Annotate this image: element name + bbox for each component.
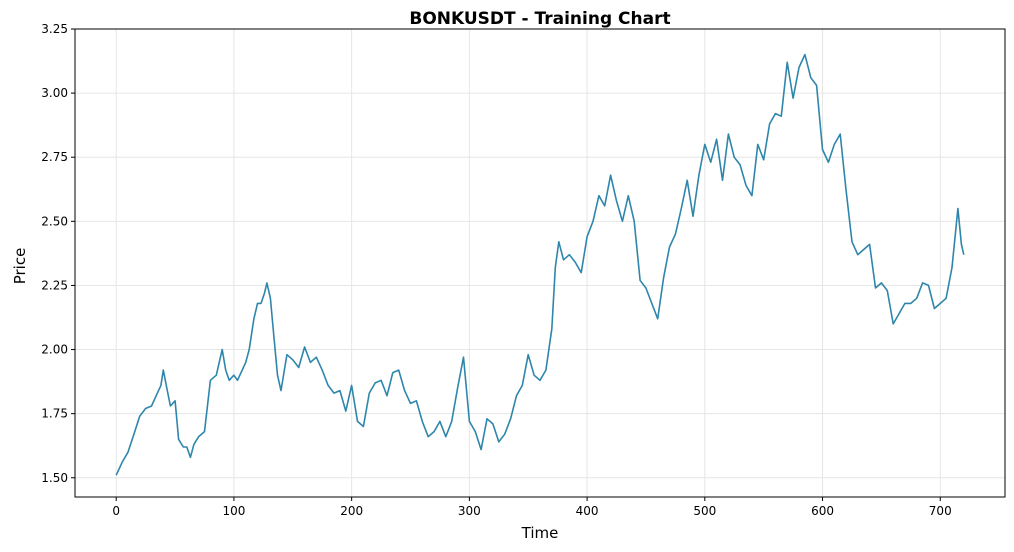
- x-tick-label: 200: [340, 504, 363, 518]
- x-tick-label: 100: [222, 504, 245, 518]
- x-tick-label: 500: [693, 504, 716, 518]
- y-axis: 1.50 1.75 2.00 2.25 2.50 2.75 3.00 3.25: [41, 22, 75, 485]
- y-tick-label: 2.00: [41, 343, 68, 357]
- y-tick-label: 3.00: [41, 86, 68, 100]
- y-tick-label: 1.50: [41, 471, 68, 485]
- x-tick-label: 300: [458, 504, 481, 518]
- price-series-line: [115, 53, 965, 476]
- y-tick-label: 2.50: [41, 214, 68, 228]
- x-tick-label: 400: [576, 504, 599, 518]
- y-tick-label: 3.25: [41, 22, 68, 36]
- y-tick-label: 2.25: [41, 278, 68, 292]
- x-tick-label: 0: [112, 504, 120, 518]
- plot-frame: [74, 28, 1006, 498]
- x-tick-label: 600: [811, 504, 834, 518]
- y-tick-label: 2.75: [41, 150, 68, 164]
- x-axis: 0 100 200 300 400 500 600 700: [112, 497, 952, 518]
- chart-title: BONKUSDT - Training Chart: [409, 9, 670, 29]
- series-layer: [115, 53, 965, 476]
- y-tick-label: 1.75: [41, 407, 68, 421]
- y-axis-title: Price: [11, 248, 29, 285]
- x-axis-title: Time: [521, 524, 559, 542]
- x-tick-label: 700: [929, 504, 952, 518]
